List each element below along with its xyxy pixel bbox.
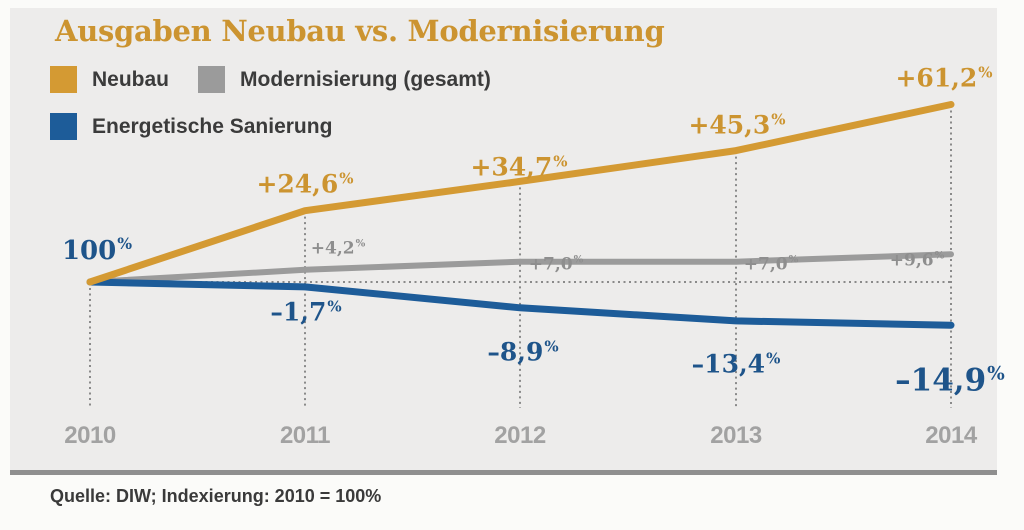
energetische-sanierung-color-swatch [50, 113, 77, 140]
label-modernisierung-2013: +7,0% [744, 255, 799, 274]
neubau-color-swatch [50, 66, 77, 93]
chart-title: Ausgaben Neubau vs. Modernisierung [55, 14, 664, 48]
label-sanierung-2011: –1,7% [270, 299, 341, 324]
x-axis-label-2010: 2010 [64, 424, 115, 448]
infographic: Ausgaben Neubau vs. Modernisierung Neuba… [0, 0, 1024, 530]
x-axis-label-2013: 2013 [710, 424, 761, 448]
label-sanierung-2014: –14,9% [895, 365, 1005, 396]
label-neubau-2011: +24,6% [256, 171, 353, 196]
legend-item-neubau: Neubau [50, 66, 169, 93]
label-neubau-2013: +45,3% [688, 112, 785, 137]
label-modernisierung-2014: +9,6% [890, 251, 945, 270]
legend-label-modernisierung: Modernisierung (gesamt) [240, 68, 491, 92]
label-sanierung-2013: –13,4% [692, 351, 781, 376]
x-axis-label-2012: 2012 [494, 424, 545, 448]
label-index-start-100: 100% [62, 236, 132, 264]
legend-item-energetische-sanierung: Energetische Sanierung [50, 113, 332, 140]
modernisierung-color-swatch [198, 66, 225, 93]
label-sanierung-2012: –8,9% [487, 339, 558, 364]
legend-item-modernisierung: Modernisierung (gesamt) [198, 66, 491, 93]
x-axis-label-2014: 2014 [925, 424, 976, 448]
label-modernisierung-2011: +4,2% [311, 239, 366, 258]
legend-label-neubau: Neubau [92, 68, 169, 92]
legend-label-energetische-sanierung: Energetische Sanierung [92, 115, 332, 139]
x-axis-label-2011: 2011 [280, 424, 330, 448]
label-neubau-2014: +61,2% [895, 65, 992, 90]
source-note: Quelle: DIW; Indexierung: 2010 = 100% [50, 486, 381, 507]
label-neubau-2012: +34,7% [470, 154, 567, 179]
label-modernisierung-2012: +7,0% [529, 255, 584, 274]
